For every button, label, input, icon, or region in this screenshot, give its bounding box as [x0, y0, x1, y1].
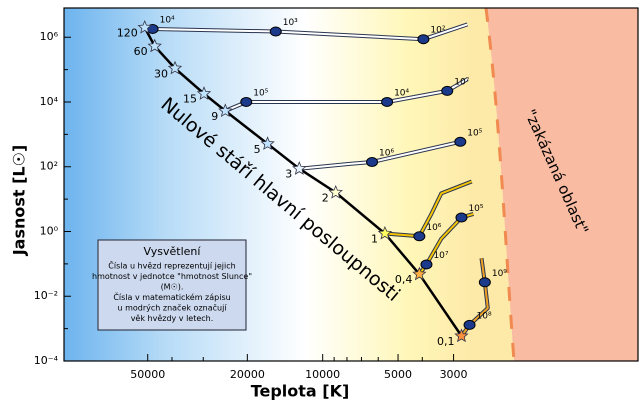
star: [292, 161, 307, 175]
plot-frame: [63, 7, 639, 362]
age-label: 10⁷: [454, 77, 469, 87]
age-label: 10²: [430, 26, 445, 36]
star-mass-label: 120: [117, 26, 138, 39]
star-mass-label: 15: [183, 93, 197, 106]
star: [328, 184, 343, 199]
age-label: 10³: [283, 18, 298, 28]
age-label: 10⁶: [379, 149, 394, 159]
x-tick-label: 3000: [440, 368, 468, 381]
star: [454, 328, 469, 343]
forbidden-region: [486, 8, 638, 361]
x-tick-label: 20000: [230, 368, 265, 381]
age-label: 10⁵: [253, 88, 268, 98]
star-mass-label: 5: [254, 143, 261, 156]
star-mass-label: 0,1: [437, 335, 455, 348]
y-tick-label: 10⁶: [40, 30, 59, 43]
age-dot: [240, 96, 253, 107]
y-tick-label: 10⁻²: [34, 289, 58, 302]
star: [137, 19, 152, 34]
y-tick-label: 10²: [40, 160, 58, 173]
legend-line: věk hvězdy v letech.: [131, 314, 214, 323]
age-label: 10⁹: [492, 269, 507, 279]
age-dot: [441, 85, 454, 96]
star-mass-label: 1: [371, 232, 378, 245]
age-label: 10⁵: [468, 204, 483, 214]
y-axis-title: Jasnost [L☉]: [10, 145, 29, 257]
age-dot: [413, 231, 426, 242]
star: [167, 60, 183, 75]
age-label: 10⁵: [467, 128, 482, 138]
legend-line: Čísla u hvězd reprezentují jejich: [108, 260, 235, 271]
age-dot: [478, 277, 491, 288]
forbidden-boundary: [484, 7, 516, 362]
age-label: 10⁴: [394, 88, 409, 98]
star: [412, 266, 427, 281]
star: [147, 38, 162, 53]
star-mass-label: 30: [154, 67, 168, 80]
star-mass-label: 2: [322, 192, 329, 205]
star: [196, 86, 212, 100]
age-dot: [366, 157, 379, 168]
x-tick-label: 5000: [384, 368, 412, 381]
age-dot: [420, 259, 433, 270]
age-dot: [455, 212, 468, 223]
legend-box: [97, 239, 247, 331]
star-mass-label: 9: [211, 110, 218, 123]
legend-line: (M☉).: [161, 283, 184, 292]
age-label: 10⁶: [426, 223, 441, 233]
y-tick-label: 10⁻⁴: [34, 354, 59, 367]
legend-line: u modrých značek označují: [117, 303, 227, 313]
star-mass-label: 3: [285, 168, 292, 181]
y-tick-label: 10⁴: [40, 95, 59, 108]
star: [218, 103, 233, 118]
x-axis-title: Teplota [K]: [251, 382, 350, 401]
marks-layer: 10⁴ 10³ 10² 10⁵ 10⁴ 10⁷ 10⁶ 10⁵ 10⁶ 10⁵ 10⁷ 10⁹ 10⁸ 1…: [117, 15, 508, 348]
age-label: 10⁷: [433, 251, 448, 261]
star-mass-label: 0,4: [395, 273, 413, 286]
star: [260, 136, 275, 150]
age-label: 10⁴: [160, 15, 175, 25]
legend-line: Čísla v matematickém zápisu: [113, 291, 230, 302]
age-dot: [269, 26, 282, 37]
age-dot: [454, 136, 467, 147]
legend-lines: Čísla u hvězd reprezentují jejichhmotnos…: [92, 260, 252, 324]
x-tick-label: 50000: [130, 368, 165, 381]
track: [299, 140, 461, 170]
star: [377, 225, 393, 240]
age-label: 10⁸: [477, 311, 492, 321]
legend-line: hmotnost v jednotce "hmotnost Slunce": [92, 272, 252, 281]
age-dot: [463, 319, 476, 330]
y-tick-label: 10⁰: [40, 224, 59, 237]
track: [384, 180, 473, 238]
star-mass-label: 60: [134, 45, 148, 58]
x-tick-label: 10000: [305, 368, 340, 381]
age-dot: [417, 34, 430, 45]
age-dot: [381, 96, 394, 107]
legend-title: Vysvětlení: [144, 245, 202, 258]
